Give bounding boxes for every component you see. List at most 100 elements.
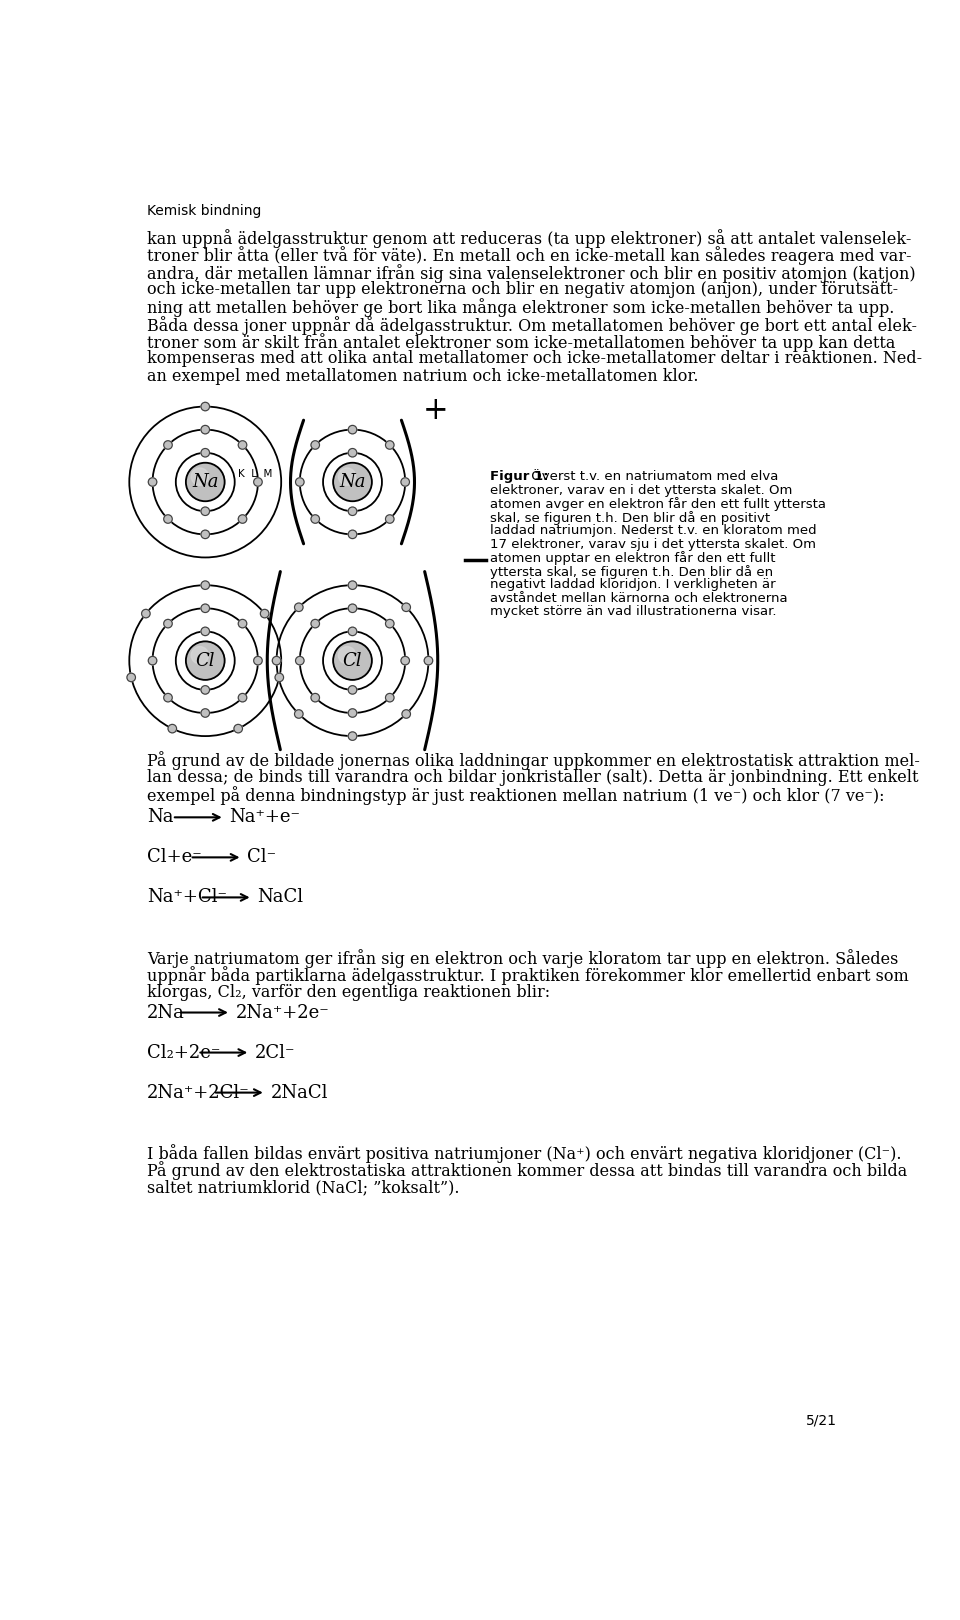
Text: och icke-metallen tar upp elektronerna och blir en negativ atomjon (anjon), unde: och icke-metallen tar upp elektronerna o…	[147, 280, 899, 298]
Circle shape	[201, 507, 209, 515]
Circle shape	[201, 426, 209, 434]
Circle shape	[273, 656, 281, 664]
Text: atomen avger en elektron får den ett fullt yttersta: atomen avger en elektron får den ett ful…	[490, 497, 826, 512]
Circle shape	[348, 426, 357, 434]
Circle shape	[311, 619, 320, 629]
Circle shape	[386, 441, 394, 449]
Text: K  L  M: K L M	[238, 470, 273, 480]
Circle shape	[424, 656, 433, 664]
Text: yttersta skal, se figuren t.h. Den blir då en: yttersta skal, se figuren t.h. Den blir …	[490, 565, 773, 578]
Circle shape	[296, 656, 304, 664]
Circle shape	[386, 515, 394, 523]
Text: 5/21: 5/21	[805, 1414, 837, 1427]
Circle shape	[142, 609, 150, 617]
Circle shape	[201, 582, 209, 590]
Text: an exempel med metallatomen natrium och icke-metallatomen klor.: an exempel med metallatomen natrium och …	[147, 368, 699, 384]
Text: NaCl: NaCl	[257, 888, 303, 907]
Circle shape	[311, 515, 320, 523]
Circle shape	[238, 619, 247, 629]
Circle shape	[201, 710, 209, 718]
Circle shape	[238, 515, 247, 523]
Text: lan dessa; de binds till varandra och bildar jonkristaller (salt). Detta är jonb: lan dessa; de binds till varandra och bi…	[147, 770, 919, 786]
Text: Kemisk bindning: Kemisk bindning	[147, 204, 261, 219]
Circle shape	[333, 463, 372, 501]
Circle shape	[338, 646, 356, 664]
Text: 2NaCl: 2NaCl	[271, 1084, 328, 1102]
Circle shape	[401, 478, 410, 486]
Text: Cl⁻: Cl⁻	[247, 849, 276, 867]
Text: Na: Na	[192, 473, 219, 491]
Text: laddad natriumjon. Nederst t.v. en kloratom med: laddad natriumjon. Nederst t.v. en klora…	[490, 525, 816, 538]
Circle shape	[348, 710, 357, 718]
Circle shape	[402, 710, 411, 718]
Text: Cl+e⁻: Cl+e⁻	[147, 849, 202, 867]
Text: Överst t.v. en natriumatom med elva: Överst t.v. en natriumatom med elva	[527, 470, 779, 483]
Text: ning att metallen behöver ge bort lika många elektroner som icke-metallen behöve: ning att metallen behöver ge bort lika m…	[147, 298, 895, 318]
Circle shape	[201, 530, 209, 538]
Circle shape	[186, 642, 225, 680]
Text: Na: Na	[339, 473, 366, 491]
Text: Cl₂+2e⁻: Cl₂+2e⁻	[147, 1043, 221, 1061]
Circle shape	[348, 604, 357, 612]
Text: Varje natriumatom ger ifrån sig en elektron och varje kloratom tar upp en elektr: Varje natriumatom ger ifrån sig en elekt…	[147, 949, 899, 967]
Text: troner blir åtta (eller två för väte). En metall och en icke-metall kan således : troner blir åtta (eller två för väte). E…	[147, 246, 912, 266]
Circle shape	[311, 693, 320, 701]
Circle shape	[348, 732, 357, 740]
Circle shape	[311, 441, 320, 449]
Text: mycket större än vad illustrationerna visar.: mycket större än vad illustrationerna vi…	[490, 606, 777, 619]
Circle shape	[164, 693, 172, 701]
Circle shape	[386, 619, 394, 629]
Circle shape	[168, 724, 177, 732]
Circle shape	[148, 656, 156, 664]
Text: andra, där metallen lämnar ifrån sig sina valenselektroner och blir en positiv a: andra, där metallen lämnar ifrån sig sin…	[147, 264, 916, 282]
Circle shape	[191, 468, 208, 486]
Text: Båda dessa joner uppnår då ädelgasstruktur. Om metallatomen behöver ge bort ett : Båda dessa joner uppnår då ädelgasstrukt…	[147, 316, 917, 335]
Circle shape	[234, 724, 243, 732]
Circle shape	[191, 646, 208, 664]
Circle shape	[238, 693, 247, 701]
Text: Na: Na	[147, 808, 174, 826]
Circle shape	[295, 710, 303, 718]
Text: klorgas, Cl₂, varför den egentliga reaktionen blir:: klorgas, Cl₂, varför den egentliga reakt…	[147, 983, 550, 1001]
Text: 2Na⁺+2Cl⁻: 2Na⁺+2Cl⁻	[147, 1084, 250, 1102]
Circle shape	[275, 674, 283, 682]
Circle shape	[348, 582, 357, 590]
Text: avståndet mellan kärnorna och elektronerna: avståndet mellan kärnorna och elektroner…	[490, 591, 787, 604]
Circle shape	[348, 530, 357, 538]
Text: uppnår båda partiklarna ädelgasstruktur. I praktiken förekommer klor emellertid : uppnår båda partiklarna ädelgasstruktur.…	[147, 966, 909, 985]
Text: På grund av de bildade jonernas olika laddningar uppkommer en elektrostatisk att: På grund av de bildade jonernas olika la…	[147, 752, 920, 771]
Circle shape	[348, 507, 357, 515]
Text: negativt laddad kloridjon. I verkligheten är: negativt laddad kloridjon. I verklighete…	[490, 578, 776, 591]
Text: +: +	[422, 395, 448, 426]
Text: På grund av den elektrostatiska attraktionen kommer dessa att bindas till varand: På grund av den elektrostatiska attrakti…	[147, 1162, 907, 1181]
Circle shape	[201, 604, 209, 612]
Circle shape	[164, 441, 172, 449]
Circle shape	[127, 674, 135, 682]
Circle shape	[348, 685, 357, 693]
Text: kompenseras med att olika antal metallatomer och icke-metallatomer deltar i reak: kompenseras med att olika antal metallat…	[147, 350, 923, 368]
Text: I båda fallen bildas envärt positiva natriumjoner (Na⁺) och envärt negativa klor: I båda fallen bildas envärt positiva nat…	[147, 1144, 901, 1163]
Text: skal, se figuren t.h. Den blir då en positivt: skal, se figuren t.h. Den blir då en pos…	[490, 510, 770, 525]
Circle shape	[238, 441, 247, 449]
Circle shape	[296, 478, 304, 486]
Circle shape	[348, 627, 357, 635]
Text: Cl: Cl	[343, 651, 362, 669]
Text: saltet natriumklorid (NaCl; ”koksalt”).: saltet natriumklorid (NaCl; ”koksalt”).	[147, 1179, 460, 1196]
Text: 2Na: 2Na	[147, 1003, 185, 1022]
Circle shape	[401, 656, 410, 664]
Circle shape	[253, 656, 262, 664]
Text: atomen upptar en elektron får den ett fullt: atomen upptar en elektron får den ett fu…	[490, 551, 775, 565]
Circle shape	[201, 402, 209, 411]
Circle shape	[148, 478, 156, 486]
Circle shape	[164, 515, 172, 523]
Circle shape	[201, 449, 209, 457]
Circle shape	[386, 693, 394, 701]
Circle shape	[333, 642, 372, 680]
Text: Cl: Cl	[196, 651, 215, 669]
Text: troner som är skilt från antalet elektroner som icke-metallatomen behöver ta upp: troner som är skilt från antalet elektro…	[147, 334, 896, 352]
Circle shape	[338, 468, 356, 486]
Text: elektroner, varav en i det yttersta skalet. Om: elektroner, varav en i det yttersta skal…	[490, 484, 792, 497]
Text: Na⁺+e⁻: Na⁺+e⁻	[229, 808, 300, 826]
Circle shape	[186, 463, 225, 501]
Text: kan uppnå ädelgasstruktur genom att reduceras (ta upp elektroner) så att antalet: kan uppnå ädelgasstruktur genom att redu…	[147, 228, 911, 248]
